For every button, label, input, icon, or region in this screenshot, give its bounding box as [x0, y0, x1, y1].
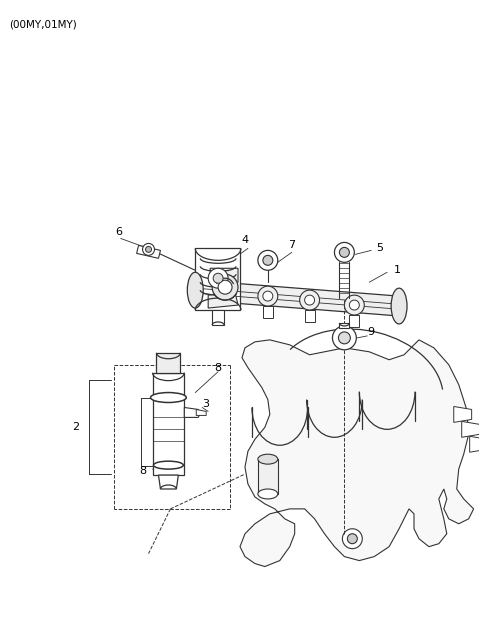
Polygon shape	[156, 353, 180, 373]
Polygon shape	[196, 410, 206, 415]
Ellipse shape	[154, 461, 183, 469]
Polygon shape	[184, 408, 200, 417]
Polygon shape	[339, 323, 349, 328]
Text: 3: 3	[202, 399, 209, 410]
Circle shape	[263, 291, 273, 301]
Text: 1: 1	[394, 265, 401, 275]
Polygon shape	[263, 306, 273, 318]
Text: 4: 4	[241, 235, 249, 246]
Circle shape	[305, 295, 314, 305]
Circle shape	[348, 534, 357, 544]
Circle shape	[143, 244, 155, 255]
Text: (00MY,01MY): (00MY,01MY)	[9, 20, 77, 30]
Polygon shape	[137, 246, 160, 258]
Polygon shape	[195, 248, 240, 310]
Text: 5: 5	[376, 244, 383, 253]
Circle shape	[349, 300, 360, 310]
Polygon shape	[208, 292, 238, 308]
Polygon shape	[462, 422, 480, 437]
Polygon shape	[469, 436, 480, 452]
Polygon shape	[195, 280, 399, 316]
Circle shape	[258, 251, 278, 270]
Circle shape	[218, 280, 232, 294]
Polygon shape	[212, 310, 224, 325]
Ellipse shape	[258, 454, 278, 464]
Ellipse shape	[391, 288, 407, 324]
Circle shape	[258, 286, 278, 306]
Polygon shape	[454, 406, 472, 422]
Text: 2: 2	[72, 422, 80, 432]
Circle shape	[208, 268, 228, 288]
Polygon shape	[305, 310, 314, 322]
Polygon shape	[210, 268, 238, 285]
Circle shape	[339, 248, 349, 258]
Ellipse shape	[151, 392, 186, 403]
Circle shape	[213, 273, 223, 283]
Text: 8: 8	[139, 466, 146, 476]
Circle shape	[338, 332, 350, 344]
Ellipse shape	[258, 489, 278, 499]
Circle shape	[342, 529, 362, 549]
Polygon shape	[258, 459, 278, 494]
Circle shape	[212, 274, 238, 300]
Text: 7: 7	[288, 241, 295, 251]
Text: 9: 9	[368, 327, 375, 337]
Text: 6: 6	[115, 227, 122, 237]
Polygon shape	[240, 340, 474, 567]
Polygon shape	[158, 475, 179, 489]
Circle shape	[344, 295, 364, 315]
Circle shape	[300, 290, 320, 310]
Polygon shape	[349, 315, 360, 327]
Ellipse shape	[187, 272, 203, 308]
Circle shape	[145, 246, 152, 253]
Text: 8: 8	[215, 363, 222, 373]
Circle shape	[263, 255, 273, 265]
Circle shape	[335, 242, 354, 262]
Circle shape	[333, 326, 356, 350]
Polygon shape	[153, 373, 184, 475]
